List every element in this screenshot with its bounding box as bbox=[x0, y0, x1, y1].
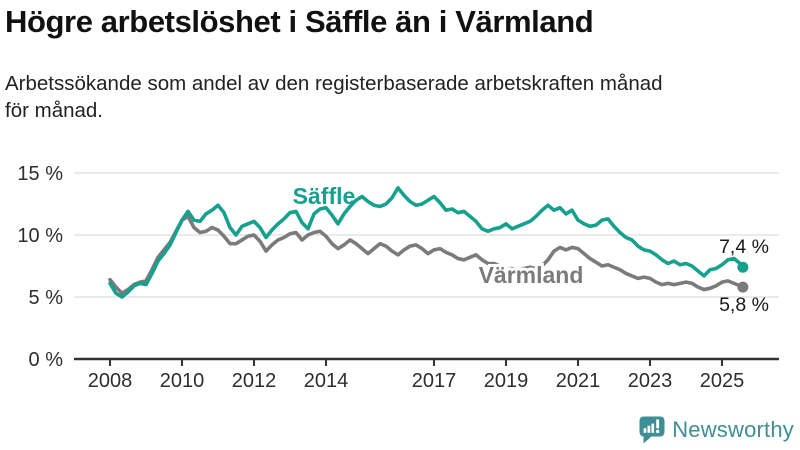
bar-3 bbox=[651, 423, 655, 433]
y-axis-label: 10 % bbox=[17, 225, 63, 247]
latest-value-label-värmland: 5,8 % bbox=[719, 294, 769, 316]
exclamation-bar bbox=[656, 419, 660, 429]
x-axis-label: 2025 bbox=[700, 370, 745, 392]
x-axis-label: 2014 bbox=[304, 370, 349, 392]
x-axis-label: 2008 bbox=[88, 370, 133, 392]
page-title: Högre arbetslöshet i Säffle än i Värmlan… bbox=[5, 4, 594, 39]
bar-2 bbox=[647, 425, 651, 433]
latest-value-label-säffle: 7,4 % bbox=[719, 236, 769, 258]
unemployment-line-chart: 0 % 5 % 10 % 15 % 2008 2010 2012 2014 2017 2019 20… bbox=[17, 163, 779, 392]
exclamation-dot bbox=[656, 429, 660, 434]
series-line-värmland bbox=[108, 214, 745, 296]
series-end-dot-värmland bbox=[737, 281, 749, 293]
x-axis-label: 2010 bbox=[160, 370, 205, 392]
newsworthy-logo: Newsworthy bbox=[639, 414, 794, 446]
newsworthy-icon bbox=[639, 416, 665, 444]
x-axis-label: 2019 bbox=[484, 370, 529, 392]
series-label-säffle: Säffle bbox=[293, 183, 356, 209]
x-axis-label: 2021 bbox=[556, 370, 601, 392]
series-end-dot-säffle bbox=[737, 261, 749, 273]
x-axis-label: 2017 bbox=[412, 370, 457, 392]
newsworthy-wordmark: Newsworthy bbox=[672, 417, 794, 442]
series-label-värmland: Värmland bbox=[479, 262, 584, 288]
y-axis-label: 0 % bbox=[29, 349, 64, 371]
chart-subtitle: Arbetssökande som andel av den registerb… bbox=[5, 72, 663, 122]
y-axis-label: 15 % bbox=[17, 163, 63, 185]
x-axis-label: 2012 bbox=[232, 370, 277, 392]
bar-1 bbox=[643, 428, 647, 433]
y-axis-label: 5 % bbox=[29, 287, 64, 309]
series-line-säffle bbox=[108, 186, 745, 299]
x-axis-label: 2023 bbox=[628, 370, 673, 392]
